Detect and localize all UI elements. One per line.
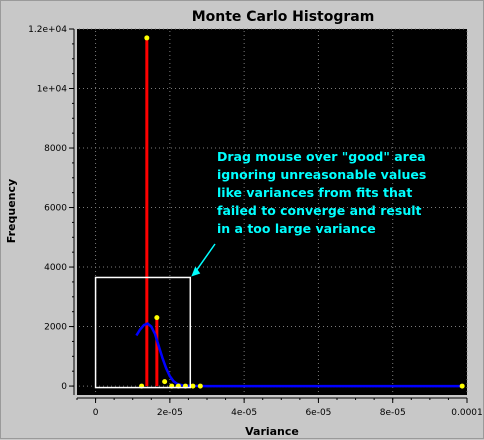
plot-area[interactable]: [77, 29, 467, 395]
x-tick-label: 2e-05: [157, 408, 183, 418]
x-tick-label: 4e-05: [231, 408, 257, 418]
y-tick-label: 1.2e+04: [28, 25, 67, 35]
x-tick-label: 8e-05: [380, 408, 406, 418]
x-axis-ticks: 0 2e-05 4e-05 6e-05 8e-05 0.0001: [76, 398, 483, 418]
annotation-line: Drag mouse over "good" area: [217, 149, 426, 164]
y-tick-label: 4000: [44, 263, 67, 273]
y-tick-label: 8000: [44, 144, 67, 154]
x-tick-label: 0: [93, 408, 99, 418]
selection-rectangle: [94, 276, 192, 389]
annotation-arrowhead: [191, 266, 201, 277]
data-point: [197, 383, 203, 389]
y-tick-label: 2000: [44, 323, 67, 333]
data-point: [459, 383, 465, 389]
y-axis-ticks: 0 2000 4000 6000 8000 1e+04 1.2e+04: [28, 25, 74, 392]
data-point: [154, 315, 160, 321]
annotation-line: ignoring unreasonable values: [217, 167, 426, 182]
annotation-line: like variances from fits that: [217, 185, 412, 200]
annotation-line: failed to converge and result: [217, 203, 421, 218]
x-tick-label: 6e-05: [305, 408, 331, 418]
y-tick-label: 6000: [44, 204, 67, 214]
x-axis-label: Variance: [245, 425, 299, 438]
annotation-line: in a too large variance: [217, 221, 376, 236]
x-tick-label: 0.0001: [451, 408, 483, 418]
y-tick-label: 1e+04: [37, 85, 68, 95]
histogram-bars: [145, 37, 159, 387]
annotation-arrow: [193, 243, 216, 274]
axes: [73, 29, 467, 399]
selection-box[interactable]: [94, 276, 192, 389]
data-point: [190, 383, 196, 389]
grid-lines: [79, 28, 468, 393]
data-point: [162, 379, 168, 385]
chart-title: Monte Carlo Histogram: [192, 9, 375, 25]
annotation: Drag mouse over "good" area ignoring unre…: [191, 149, 426, 277]
y-axis-label: Frequency: [5, 179, 18, 243]
data-point: [144, 35, 150, 41]
y-tick-label: 0: [61, 382, 67, 392]
